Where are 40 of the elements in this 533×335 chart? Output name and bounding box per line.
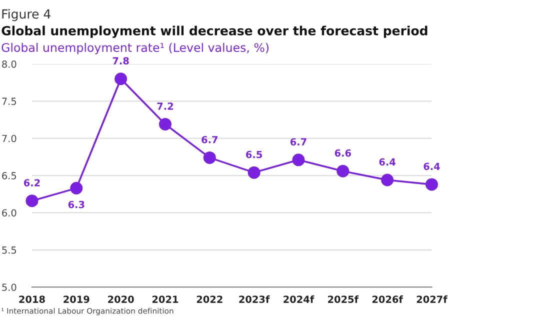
y-tick-label: 7.0: [2, 134, 16, 142]
y-tick-label: 6.5: [2, 172, 16, 180]
data-label: 6.5: [246, 150, 262, 158]
data-label: 6.7: [290, 138, 306, 146]
x-tick-label: 2018: [19, 296, 45, 303]
data-label: 7.8: [112, 57, 129, 64]
x-tick-label: 2019: [64, 296, 90, 303]
point: [26, 194, 38, 208]
y-tick-label: 5.0: [2, 284, 16, 291]
point: [158, 118, 172, 130]
y-axis-title: Global unemployment rate¹ (Level values, %): [2, 42, 269, 54]
x-tick-label: 2027f: [416, 295, 448, 303]
data-label: 6.6: [334, 149, 351, 157]
data-label: 6.7: [202, 136, 218, 144]
point: [70, 182, 83, 194]
y-tick-label: 8.0: [2, 60, 16, 68]
data-label: 7.2: [157, 102, 173, 110]
x-tick-label: 2026f: [372, 295, 404, 303]
x-tick-label: 2020: [108, 296, 134, 303]
data-label: 6.4: [424, 162, 440, 170]
point: [336, 164, 350, 178]
data-label: 6.2: [24, 179, 40, 186]
y-tick-label: 5.5: [2, 246, 16, 254]
chart-title: Figure 4: [2, 9, 50, 22]
x-tick-label: 2023f: [239, 295, 270, 303]
point: [248, 166, 260, 179]
data-label: 6.4: [379, 158, 396, 166]
y-tick-label: 7.5: [2, 98, 16, 105]
point: [292, 154, 305, 166]
x-tick-label: 2022: [196, 296, 222, 303]
point: [114, 72, 128, 86]
x-tick-label: 2025f: [328, 295, 359, 303]
point: [425, 178, 438, 191]
x-tick-label: 2024f: [284, 295, 314, 303]
point: [203, 151, 216, 164]
chart-subtitle: Global unemployment will decrease over the forecast period: [2, 26, 428, 38]
data-label: 6.3: [68, 200, 84, 208]
point: [381, 174, 394, 186]
y-tick-label: 6.0: [2, 209, 16, 217]
x-tick-label: 2021: [152, 296, 178, 303]
